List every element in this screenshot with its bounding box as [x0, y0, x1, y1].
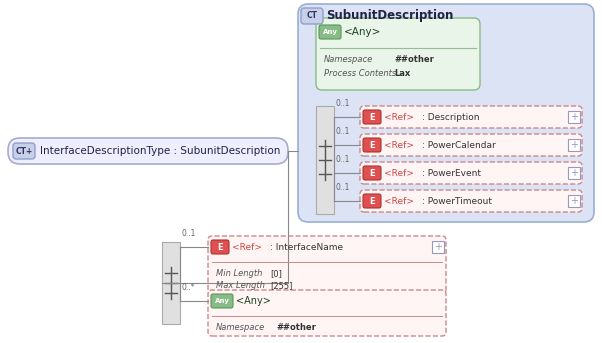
Bar	[568, 195, 580, 207]
Text: : PowerEvent: : PowerEvent	[422, 168, 481, 177]
Text: Max Length: Max Length	[216, 282, 265, 291]
Text: 0..1: 0..1	[336, 127, 350, 135]
Text: CT: CT	[306, 12, 317, 21]
Text: Any: Any	[214, 298, 229, 304]
Text: <Any>: <Any>	[344, 27, 382, 37]
Text: <Ref>: <Ref>	[232, 243, 262, 251]
Text: Namespace: Namespace	[324, 56, 373, 64]
Text: SubunitDescription: SubunitDescription	[326, 10, 453, 23]
FancyBboxPatch shape	[360, 134, 582, 156]
FancyBboxPatch shape	[301, 8, 323, 24]
Text: <Ref>: <Ref>	[384, 168, 414, 177]
Text: Any: Any	[323, 29, 338, 35]
Text: +: +	[434, 242, 442, 252]
FancyBboxPatch shape	[211, 294, 233, 308]
FancyBboxPatch shape	[360, 190, 582, 212]
Text: [255]: [255]	[270, 282, 293, 291]
Text: 0..1: 0..1	[336, 154, 350, 164]
FancyBboxPatch shape	[298, 4, 594, 222]
Bar	[162, 242, 180, 324]
Text: <Any>: <Any>	[236, 296, 271, 306]
Text: 0..1: 0..1	[336, 182, 350, 191]
Text: [0]: [0]	[270, 270, 282, 279]
Bar	[568, 111, 580, 123]
Text: CT+: CT+	[16, 146, 33, 155]
Text: +: +	[570, 140, 578, 150]
FancyBboxPatch shape	[363, 110, 381, 124]
Text: E: E	[369, 113, 375, 121]
FancyBboxPatch shape	[208, 236, 446, 294]
Bar	[432, 241, 444, 253]
Text: InterfaceDescriptionType : SubunitDescription: InterfaceDescriptionType : SubunitDescri…	[40, 146, 281, 156]
FancyBboxPatch shape	[363, 166, 381, 180]
Text: 0..1: 0..1	[182, 228, 196, 237]
Text: Lax: Lax	[394, 70, 410, 79]
Text: <Ref>: <Ref>	[384, 141, 414, 150]
Text: +: +	[570, 168, 578, 178]
Bar	[316, 106, 334, 214]
FancyBboxPatch shape	[319, 25, 341, 39]
Text: 0..*: 0..*	[182, 283, 196, 292]
Text: : PowerTimeout: : PowerTimeout	[422, 197, 492, 205]
FancyBboxPatch shape	[8, 138, 288, 164]
FancyBboxPatch shape	[211, 240, 229, 254]
Text: <Ref>: <Ref>	[384, 197, 414, 205]
FancyBboxPatch shape	[208, 290, 446, 336]
Text: Min Length: Min Length	[216, 270, 262, 279]
Bar	[568, 139, 580, 151]
FancyBboxPatch shape	[363, 194, 381, 208]
Text: +: +	[570, 196, 578, 206]
Text: E: E	[369, 197, 375, 205]
Text: ##other: ##other	[394, 56, 434, 64]
Text: : InterfaceName: : InterfaceName	[270, 243, 343, 251]
FancyBboxPatch shape	[360, 162, 582, 184]
Text: ##other: ##other	[276, 323, 316, 332]
FancyBboxPatch shape	[13, 143, 35, 159]
Text: : Description: : Description	[422, 113, 480, 121]
Text: E: E	[369, 141, 375, 150]
Bar	[568, 167, 580, 179]
Text: Process Contents: Process Contents	[324, 70, 396, 79]
Text: <Ref>: <Ref>	[384, 113, 414, 121]
Text: E: E	[369, 168, 375, 177]
Text: +: +	[570, 112, 578, 122]
FancyBboxPatch shape	[363, 138, 381, 152]
Text: E: E	[217, 243, 223, 251]
Text: : PowerCalendar: : PowerCalendar	[422, 141, 496, 150]
FancyBboxPatch shape	[316, 18, 480, 90]
Text: 0..1: 0..1	[336, 98, 350, 107]
FancyBboxPatch shape	[360, 106, 582, 128]
Text: Namespace: Namespace	[216, 323, 265, 332]
